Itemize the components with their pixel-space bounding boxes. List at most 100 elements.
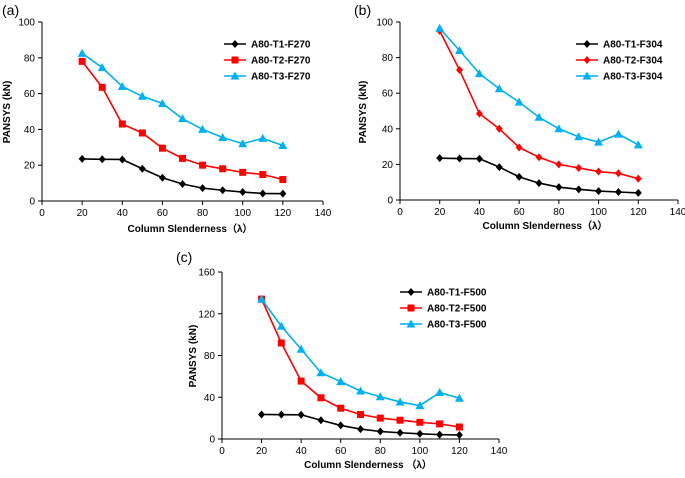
data-point [336,377,346,386]
data-point [494,84,504,93]
data-point [595,187,603,196]
x-tick-label: 80 [553,207,565,218]
data-point [375,392,385,401]
data-point [416,418,424,426]
data-point [633,140,643,149]
data-point [199,161,207,169]
data-point [634,174,642,183]
data-point [238,139,248,148]
series-A80-T2-F270 [78,57,287,184]
series-A80-T3-F500 [257,294,464,410]
legend-label: A80-T1-F304 [603,40,663,51]
data-point [179,179,186,188]
data-point [515,143,523,152]
data-point [277,410,285,419]
legend-marker [583,40,591,48]
data-point [257,294,267,303]
data-point [574,132,584,141]
data-point [595,167,603,176]
data-point [456,154,464,163]
data-point [158,173,166,182]
y-tick-label: 20 [382,160,394,171]
legend-marker [230,71,240,80]
data-point [495,163,503,172]
data-point [137,91,147,100]
data-point [455,423,463,431]
data-point [436,430,444,439]
data-point [554,124,564,133]
data-point [436,154,444,163]
y-tick-label: 0 [387,196,393,207]
data-point [98,83,106,91]
data-point [514,97,524,106]
data-point [198,124,208,133]
x-tick-label: 120 [451,446,468,457]
chart-panel-1: (a) 0 20 40 60 80 100 120 140 0 20 40 60 80 100 Column … [2,2,332,235]
y-tick-label: 40 [24,125,36,136]
data-point [614,169,622,178]
series-A80-T2-F500 [258,295,463,431]
data-point [258,133,268,142]
x-tick-label: 100 [412,446,429,457]
chart-panel-3: (c) 0 20 40 60 80 100 120 140 0 40 80 120 160 Column S… [176,249,508,471]
data-point [474,69,484,78]
data-point [475,109,483,118]
chart-panel-2: (b)0 20 40 60 80 100 120 140020406080100Column … [354,2,685,232]
data-point [98,155,106,164]
y-tick-label: 20 [24,161,36,172]
x-tick-label: 60 [335,446,347,457]
series-A80-T1-F270 [78,154,287,198]
data-point [534,112,544,121]
data-point [297,377,305,385]
x-tick-label: 20 [256,446,268,457]
x-tick-label: 20 [77,208,89,219]
y-axis-label: PANSYS (kN) [2,81,13,144]
data-point [239,168,247,176]
data-point [179,154,186,162]
data-point [219,186,227,195]
data-point [118,155,126,164]
data-point [316,368,326,377]
data-point [357,410,364,418]
data-point [435,23,445,32]
legend-label: A80-T3-F304 [603,72,663,83]
data-point [78,57,86,65]
data-point [396,428,404,437]
x-tick-label: 60 [157,208,169,219]
data-point [157,98,167,107]
data-point [138,164,146,173]
legend-label: A80-T2-F304 [603,56,663,67]
data-point [555,183,563,192]
data-point [456,66,464,75]
y-axis-label: PANSYS (kN) [188,325,199,388]
data-point [279,189,287,198]
data-point [199,184,207,193]
data-point [376,427,384,436]
data-point [138,129,146,137]
data-point [218,132,228,141]
legend-marker [406,319,416,328]
data-point [259,189,267,198]
x-tick-label: 40 [474,207,486,218]
x-tick-label: 120 [275,208,292,219]
y-tick-label: 100 [18,18,35,29]
data-point [455,431,463,440]
data-point [337,421,345,430]
y-tick-label: 100 [376,18,393,29]
data-point [77,48,87,57]
y-tick-label: 0 [29,197,35,208]
legend-label: A80-T3-F500 [427,320,487,331]
data-point [535,153,543,162]
legend-label: A80-T1-F500 [427,288,487,299]
data-point [278,141,288,150]
series-line [439,157,639,194]
x-tick-label: 60 [514,207,526,218]
data-point [297,410,305,419]
data-point [118,120,126,128]
panel-label: (c) [176,249,192,265]
legend-label: A80-T2-F270 [251,56,311,67]
x-tick-label: 140 [670,207,685,218]
legend-marker [231,40,239,48]
data-point [613,129,623,138]
x-tick-label: 0 [397,207,403,218]
